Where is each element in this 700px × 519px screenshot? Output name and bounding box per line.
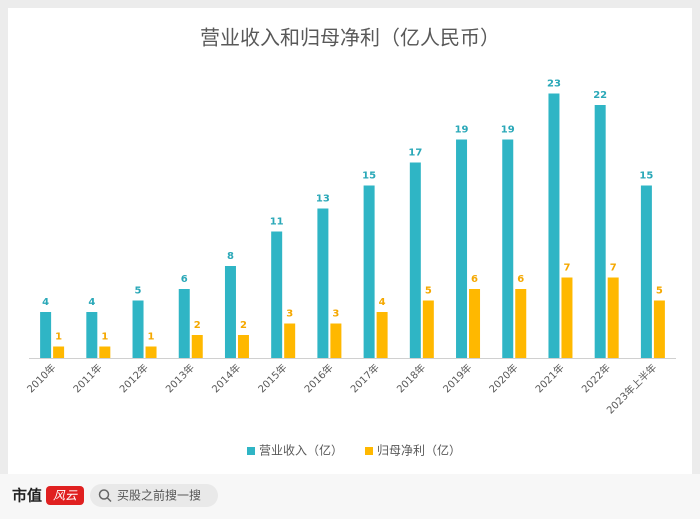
value-label: 6 xyxy=(471,274,478,285)
value-label: 5 xyxy=(425,286,432,297)
bar xyxy=(469,289,481,358)
bar xyxy=(284,323,296,358)
legend-label: 营业收入（亿） xyxy=(259,443,343,458)
bar xyxy=(640,185,652,358)
value-label: 3 xyxy=(286,309,293,320)
bar xyxy=(271,231,283,358)
footer: 市值 风云 买股之前搜一搜 xyxy=(0,474,700,519)
value-label: 19 xyxy=(455,125,469,136)
value-label: 6 xyxy=(181,274,188,285)
value-label: 19 xyxy=(501,125,515,136)
value-label: 4 xyxy=(42,297,49,308)
legend-swatch xyxy=(247,447,255,455)
bar xyxy=(330,323,342,358)
bar xyxy=(502,139,514,358)
bar xyxy=(409,162,421,358)
legend-label: 归母净利（亿） xyxy=(377,443,461,458)
bar xyxy=(376,312,388,358)
value-label: 4 xyxy=(88,297,95,308)
bar xyxy=(86,312,98,358)
value-label: 2 xyxy=(194,320,201,331)
brand: 市值 xyxy=(12,487,42,505)
value-label: 1 xyxy=(55,332,62,343)
bar xyxy=(363,185,375,358)
value-label: 8 xyxy=(227,251,234,262)
search-icon-handle xyxy=(106,497,112,503)
value-label: 1 xyxy=(148,332,155,343)
value-label: 6 xyxy=(517,274,524,285)
bar xyxy=(145,346,157,358)
bar xyxy=(40,312,52,358)
value-label: 13 xyxy=(316,194,330,205)
value-label: 7 xyxy=(563,263,570,274)
bar xyxy=(178,289,190,358)
value-label: 1 xyxy=(101,332,108,343)
bar xyxy=(53,346,65,358)
bar xyxy=(653,300,665,358)
value-label: 17 xyxy=(408,148,422,159)
bar xyxy=(561,277,573,358)
value-label: 4 xyxy=(379,297,386,308)
bar xyxy=(237,335,249,358)
bar xyxy=(515,289,527,358)
search-box[interactable] xyxy=(90,484,218,507)
search-icon xyxy=(98,489,110,500)
bar xyxy=(456,139,468,358)
value-label: 5 xyxy=(135,286,142,297)
value-label: 15 xyxy=(362,171,376,182)
chart-title: 营业收入和归母净利（亿人民币） xyxy=(200,26,500,50)
value-label: 15 xyxy=(639,171,653,182)
bar xyxy=(594,105,606,358)
value-label: 5 xyxy=(656,286,663,297)
bar xyxy=(191,335,203,358)
brand-mark: 风云 xyxy=(53,489,78,503)
bar xyxy=(548,93,560,358)
chart-card xyxy=(8,8,692,474)
bar xyxy=(224,266,236,358)
value-label: 22 xyxy=(593,90,607,101)
value-label: 7 xyxy=(610,263,617,274)
value-label: 23 xyxy=(547,79,561,90)
brand-mark-box xyxy=(46,486,84,505)
bar xyxy=(99,346,111,358)
search-placeholder: 买股之前搜一搜 xyxy=(117,488,201,503)
bar xyxy=(422,300,434,358)
value-label: 2 xyxy=(240,320,247,331)
bar xyxy=(607,277,619,358)
value-label: 3 xyxy=(332,309,339,320)
bar xyxy=(132,300,144,358)
legend-swatch xyxy=(365,447,373,455)
bar xyxy=(317,208,329,358)
value-label: 11 xyxy=(270,217,284,228)
